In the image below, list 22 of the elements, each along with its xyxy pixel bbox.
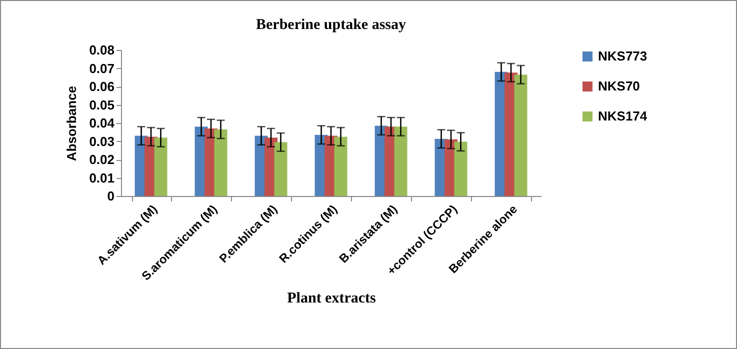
y-tick-label: 0.02	[89, 152, 114, 167]
y-tick-label: 0.03	[89, 134, 114, 149]
y-tick-label: 0.01	[89, 170, 114, 186]
y-axis-title: Absorbance	[64, 86, 80, 162]
y-tick-label: 0.08	[89, 42, 114, 58]
bar	[334, 136, 348, 196]
bar	[454, 142, 468, 196]
y-tick-label: 0.07	[89, 60, 114, 76]
legend-label: NKS174	[598, 108, 648, 124]
bar	[394, 126, 408, 196]
y-tick-label: 0.06	[89, 79, 114, 94]
x-axis-title: Plant extracts	[287, 290, 376, 306]
bar	[154, 138, 168, 196]
bar	[214, 129, 228, 196]
chart-title: Berberine uptake assay	[256, 17, 406, 33]
bar	[274, 142, 288, 196]
bar	[514, 74, 528, 196]
legend-label: NKS773	[598, 48, 648, 64]
y-tick-label: 0	[107, 188, 114, 204]
legend-label: NKS70	[598, 78, 640, 94]
y-tick-label: 0.04	[89, 116, 116, 130]
y-tick-label: 0.05	[89, 97, 114, 112]
